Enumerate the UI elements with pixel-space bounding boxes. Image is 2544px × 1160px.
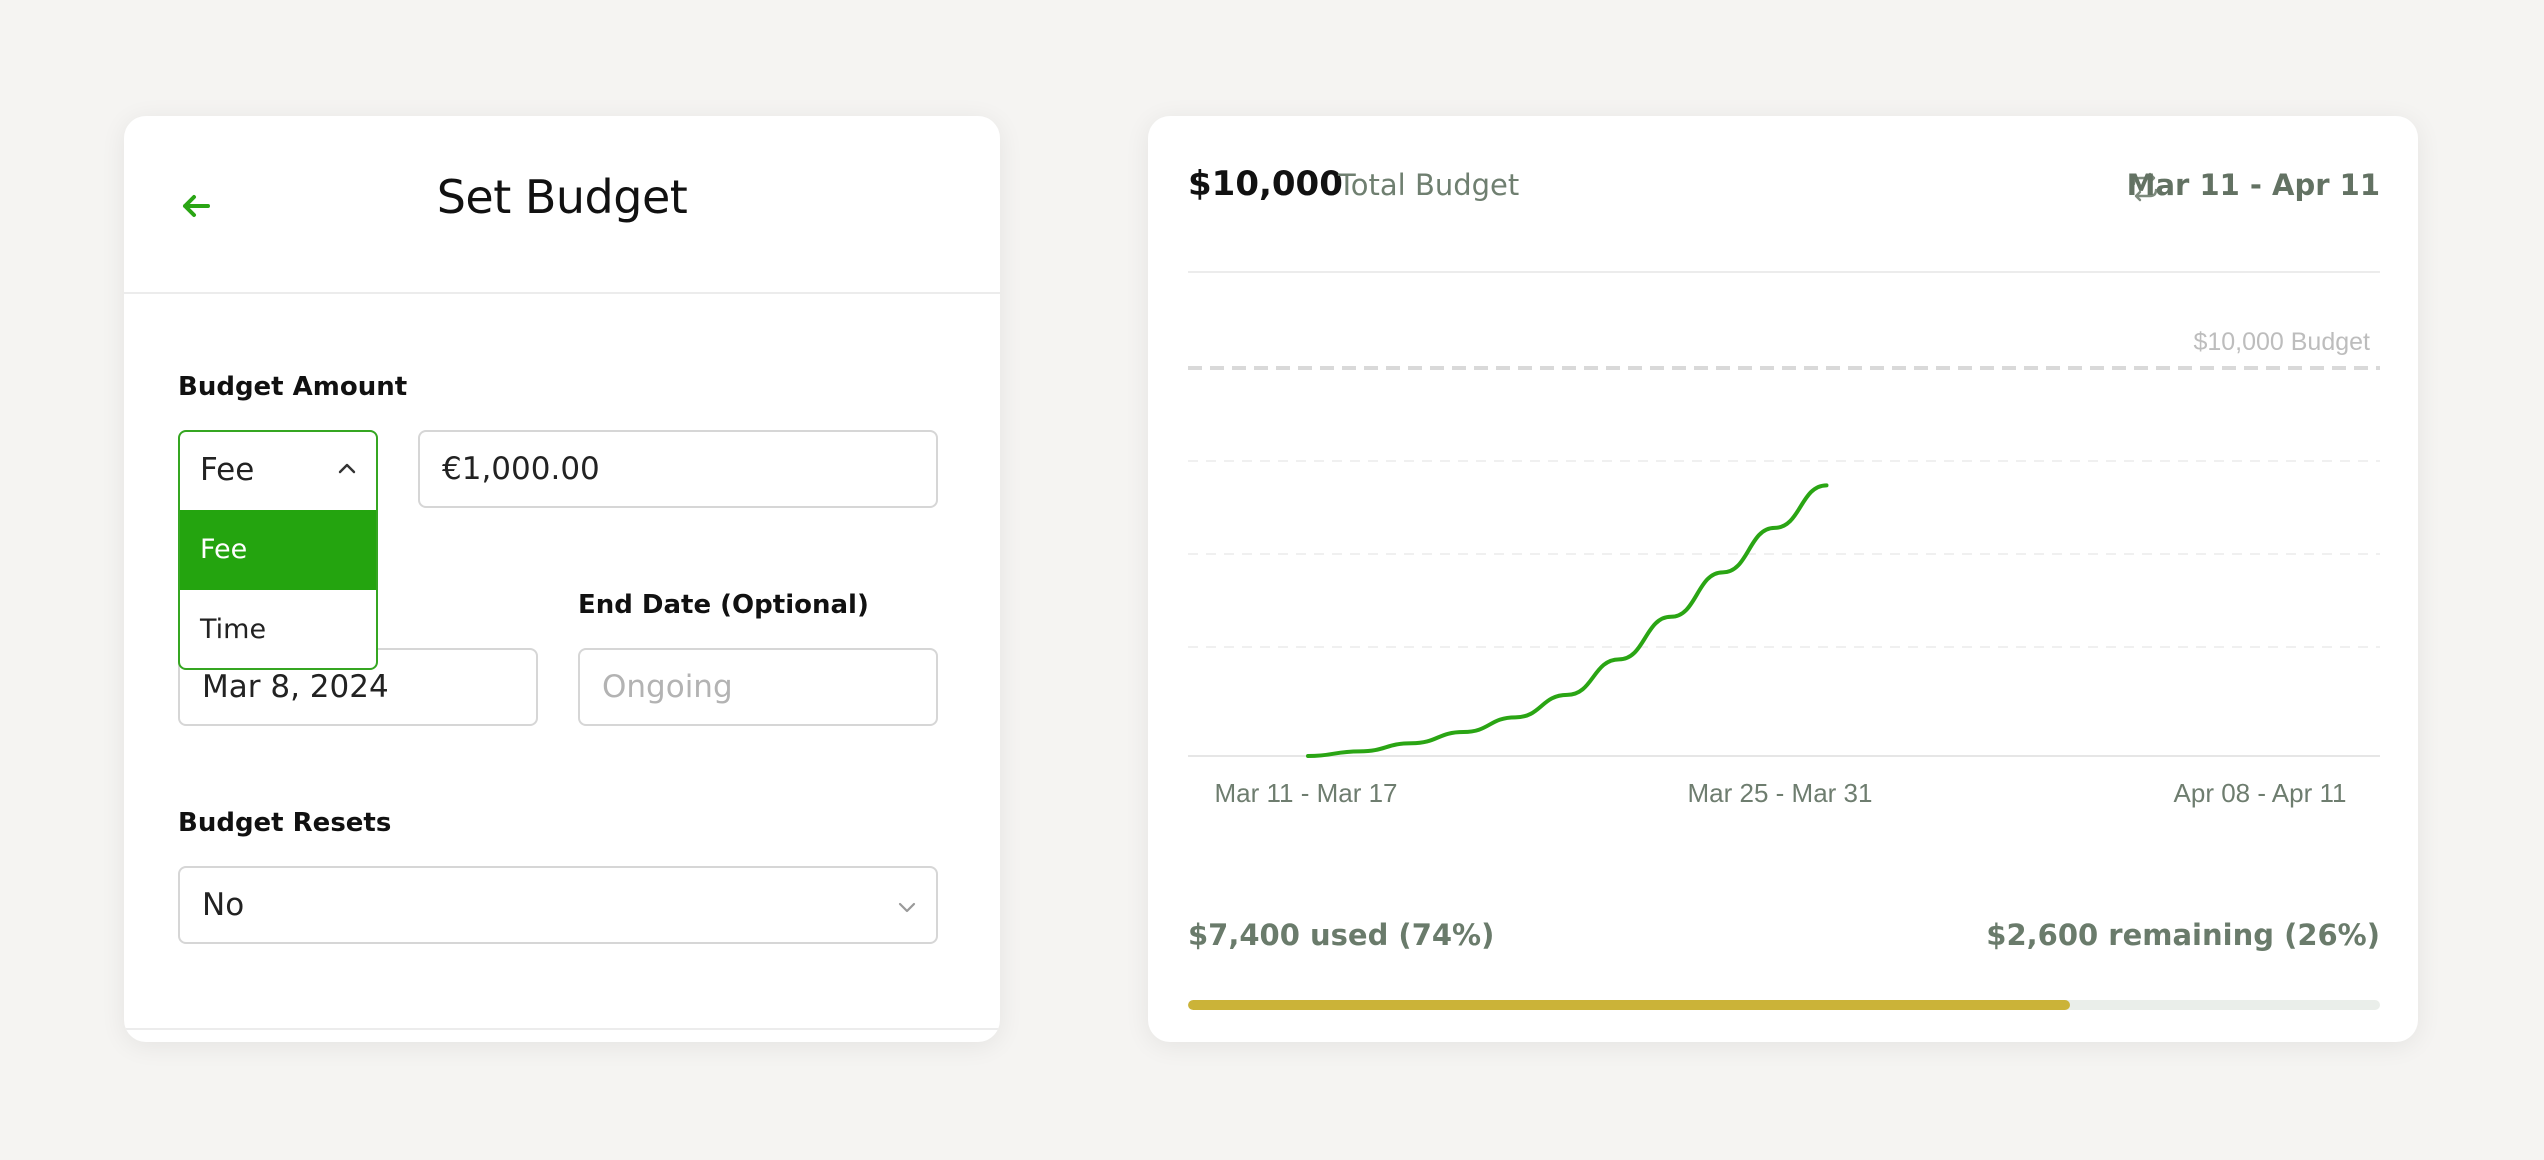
set-budget-panel: Set Budget Budget Amount €1,000.00 End D… xyxy=(124,116,1000,1042)
end-date-input[interactable]: Ongoing xyxy=(578,648,938,726)
total-budget-amount: $10,000 xyxy=(1188,164,1343,204)
used-amount-text: $7,400 used (74%) xyxy=(1188,918,1495,952)
series-line-0 xyxy=(1306,483,1829,758)
dropdown-option-time[interactable]: Time xyxy=(200,614,267,645)
chevron-down-icon xyxy=(898,902,916,913)
total-budget-label: Total Budget xyxy=(1338,168,1520,202)
budget-resets-label: Budget Resets xyxy=(178,808,392,838)
end-date-label: End Date (Optional) xyxy=(578,590,869,620)
budget-limit-label: $10,000 Budget xyxy=(2193,328,2370,356)
budget-resets-value: No xyxy=(202,887,245,923)
divider xyxy=(124,1028,1000,1030)
panel-header: Set Budget xyxy=(124,116,1000,294)
dropdown-selected-value: Fee xyxy=(200,452,255,488)
chevron-up-icon xyxy=(338,463,356,474)
budget-type-dropdown[interactable]: Fee Fee Time xyxy=(178,430,378,670)
back-arrow-icon[interactable] xyxy=(176,186,216,226)
budget-summary-panel: $10,000 Total Budget Mar 11 - Apr 11 $10… xyxy=(1148,116,2418,1042)
refresh-icon[interactable] xyxy=(2128,170,2162,204)
dropdown-trigger[interactable]: Fee xyxy=(180,432,376,510)
budget-progress-fill xyxy=(1188,1000,2071,1010)
date-range-label[interactable]: Mar 11 - Apr 11 xyxy=(2126,168,2380,202)
x-tick-label: Mar 25 - Mar 31 xyxy=(1688,778,1873,808)
x-tick-label: Mar 11 - Mar 17 xyxy=(1214,778,1397,808)
budget-amount-label: Budget Amount xyxy=(178,372,408,402)
spend-chart: $10,000 Budget Mar 11 - Mar 17 Mar 25 - Ma… xyxy=(1188,271,2380,808)
budget-resets-select[interactable]: No xyxy=(178,866,938,944)
x-tick-label: Apr 08 - Apr 11 xyxy=(2174,778,2347,808)
dropdown-option-fee[interactable]: Fee xyxy=(180,510,376,590)
budget-progress-bar xyxy=(1188,1000,2380,1010)
remaining-amount-text: $2,600 remaining (26%) xyxy=(1986,918,2380,952)
page-title: Set Budget xyxy=(436,170,688,224)
amount-input[interactable]: €1,000.00 xyxy=(418,430,938,508)
